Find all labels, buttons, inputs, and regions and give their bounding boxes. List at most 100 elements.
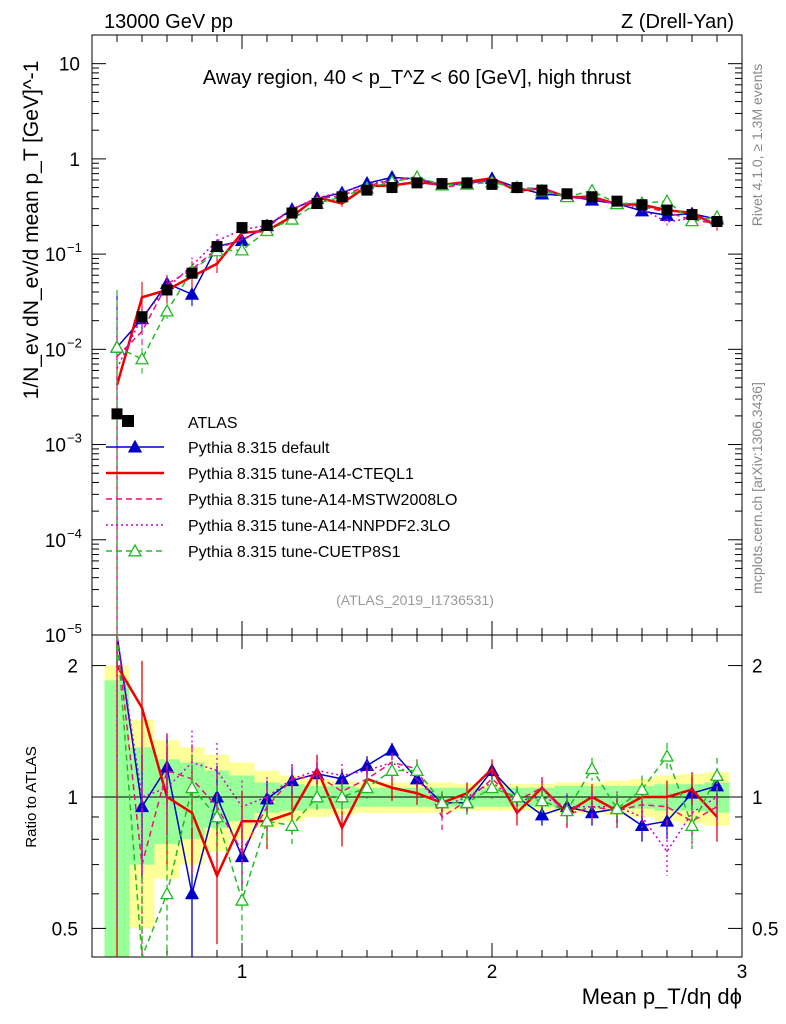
ratio-cuetp8s1-marker (584, 761, 600, 775)
atlas-point (436, 178, 448, 190)
legend-atlas-marker (122, 415, 134, 427)
y-tick-label-exponent: −4 (67, 526, 82, 541)
atlas-point (261, 219, 273, 231)
atlas-point (611, 195, 623, 207)
atlas-point (561, 188, 573, 200)
atlas-point (111, 408, 123, 420)
ratio-default-marker (184, 886, 200, 900)
ratio-y-tick-label-right: 2 (752, 657, 763, 678)
main-data-layer (109, 169, 725, 635)
ratio-cuetp8s1-marker (459, 795, 475, 809)
cuetp8s1-marker (234, 242, 250, 256)
atlas-point (686, 209, 698, 221)
ratio-cuetp8s1-marker (684, 818, 700, 832)
legend-atlas-label: ATLAS (188, 415, 238, 432)
ratio-cuetp8s1-marker (709, 768, 725, 781)
ratio-cuetp8s1-marker (434, 795, 450, 809)
atlas-point (286, 207, 298, 219)
ratio-y-tick-label-right: 1 (752, 788, 763, 809)
atlas-point (386, 182, 398, 194)
chart-title-text: Away region, 40 < p_T^Z < 60 [GeV], high… (203, 67, 632, 89)
y-tick-label-exponent: −2 (67, 335, 82, 350)
analysis-tag: (ATLAS_2019_I1736531) (336, 592, 494, 608)
ratio-y-tick-label-right: 0.5 (752, 919, 778, 940)
ratio-y-tick-label: 0.5 (52, 919, 78, 940)
default-marker (634, 203, 650, 217)
y-tick-label-exponent: −3 (67, 431, 82, 446)
atlas-point (461, 177, 473, 189)
chart-title: Away region, 40 < p_T^Z < 60 [GeV], high… (203, 67, 632, 89)
atlas-point (486, 178, 498, 190)
ratio-y-tick-label: 2 (67, 657, 78, 678)
ratio-cuetp8s1-marker (284, 818, 300, 832)
ratio-cuetp8s1-marker (359, 780, 375, 794)
atlas-point (711, 216, 723, 228)
y-tick-label: 10 (59, 55, 80, 76)
legend-label: Pythia 8.315 tune-A14-MSTW2008LO (188, 492, 457, 509)
ratio-default-marker (634, 818, 650, 832)
x-tick-label: 2 (487, 962, 498, 983)
ratio-cuetp8s1-marker (184, 780, 200, 794)
y-tick-label: 1 (69, 150, 80, 171)
ratio-uncertainty-bands (104, 665, 730, 957)
cuetp8s1-marker (684, 213, 700, 227)
legend-label: Pythia 8.315 tune-CUETP8S1 (188, 544, 401, 561)
atlas-point (236, 222, 248, 234)
ratio-cuetp8s1-marker (409, 763, 425, 776)
legend-label: Pythia 8.315 tune-A14-CTEQL1 (188, 466, 414, 483)
ratio-cuetp8s1-marker (659, 748, 675, 762)
ratio-cuetp8s1-marker (259, 813, 275, 827)
ratio-cuetp8s1-marker (159, 886, 175, 900)
y-tick-label: 10 (45, 245, 66, 266)
cuetp8s1-marker (109, 339, 125, 353)
x-axis-title: Mean p_T/dη dϕ (582, 984, 742, 1009)
cuetp8s1-marker (284, 211, 300, 225)
atlas-point (161, 284, 173, 296)
default-marker (184, 287, 200, 300)
atlas-point (211, 241, 223, 253)
mcplots-label: mcplots.cern.ch [arXiv:1306.3436] (749, 382, 765, 594)
y-axis-title: 1/N_ev dN_ev/d mean p_T [GeV]^-1 (20, 61, 43, 400)
atlas-point (136, 311, 148, 323)
series-line (115, 176, 718, 386)
atlas-point (586, 191, 598, 203)
ratio-cuetp8s1-marker (509, 789, 525, 803)
ratio-data-layer (115, 634, 725, 958)
legend-label: Pythia 8.315 tune-A14-NNPDF2.3LO (188, 518, 450, 535)
atlas-point (511, 182, 523, 194)
atlas-point (536, 184, 548, 196)
ratio-cuetp8s1-marker (534, 793, 550, 807)
atlas-point (336, 191, 348, 203)
atlas-point (186, 267, 198, 279)
x-tick-label: 3 (737, 962, 748, 983)
ratio-cuetp8s1-marker (234, 892, 250, 906)
atlas-point (661, 204, 673, 216)
cuetp8s1-marker (134, 351, 150, 365)
ratio-cuetp8s1-marker (309, 789, 325, 803)
legend-label: Pythia 8.315 default (188, 440, 330, 457)
y-tick-label: 10 (45, 531, 66, 552)
ratio-cuetp8s1-marker (634, 782, 650, 796)
y-tick-label: 10 (45, 436, 66, 457)
header-right-label: Z (Drell-Yan) (621, 11, 734, 33)
atlas-point (311, 198, 323, 210)
ratio-cuetp8s1-marker (609, 801, 625, 815)
rivet-label: Rivet 4.1.0, ≥ 1.3M events (749, 64, 765, 227)
cuetp8s1-marker (159, 303, 175, 317)
ratio-default-marker (534, 807, 550, 821)
atlas-point (636, 199, 648, 211)
ratio-cuetp8s1-marker (334, 789, 350, 803)
y-tick-label: 10 (45, 340, 66, 361)
legend-default-marker (127, 439, 143, 453)
y-tick-label-exponent: −5 (67, 621, 82, 636)
ratio-cuetp8s1-marker (384, 763, 400, 776)
y-tick-label-exponent: −1 (67, 240, 82, 255)
cuetp8s1-marker (659, 193, 675, 207)
ratio-y-axis-title: Ratio to ATLAS (23, 746, 40, 847)
x-tick-label: 1 (237, 962, 248, 983)
header-left-label: 13000 GeV pp (104, 11, 233, 33)
atlas-point (361, 184, 373, 196)
ratio-y-tick-label: 1 (67, 788, 78, 809)
